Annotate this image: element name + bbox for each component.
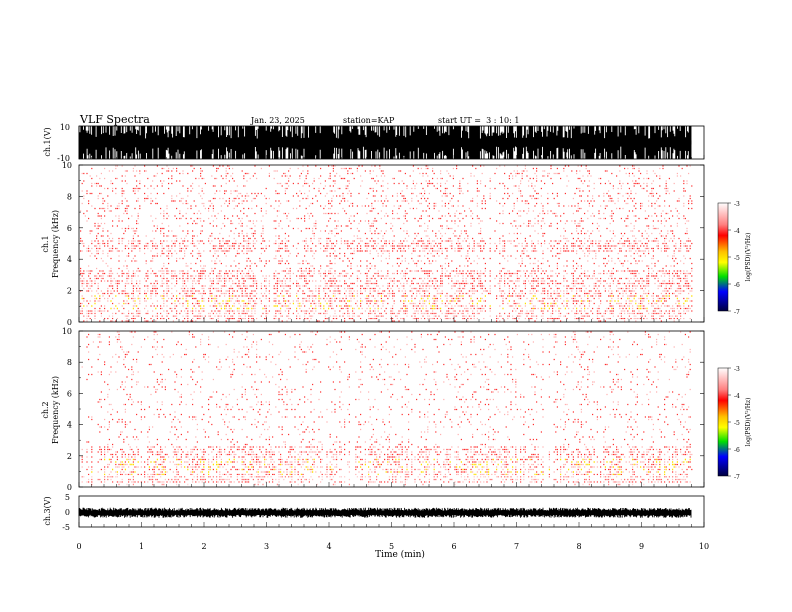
ch2-colorbar-tick-label: -6 [734,447,740,454]
ch1-colorbar-ticks: -3 -4 -5 -6 -7 [728,201,740,316]
ch2-spectro-ytick-label: 2 [67,452,72,461]
ch2-colorbar [717,367,729,477]
station-label: station=KAP [343,116,395,125]
ch1-colorbar-tick-label: -7 [734,309,740,316]
ch3-waveform-panel: 5 0 -5 ch.3(V) 0 1 2 3 4 5 6 7 8 9 10 Time (min) [43,155,709,560]
ch1-colorbar-tick-label: -4 [734,228,740,235]
ch2-spectrogram-image [79,331,693,486]
ch1-colorbar-tick-label: -5 [734,255,740,262]
x-tick-label: 3 [264,542,269,551]
ch2-spectro-ytick-label: 6 [67,389,72,398]
ch1-colorbar-tick-label: -6 [734,282,740,289]
ch2-spectro-mid [81,331,693,486]
ch2-colorbar-tick-label: -5 [734,420,740,427]
ch1-yticks: 0 2 4 6 8 10 [62,161,705,327]
ch3-ylabel: ch.3(V) [43,496,52,525]
ch3-ytick-bottom: -5 [62,523,70,532]
start-time-label: start UT = 3 : 10: 1 [438,116,519,125]
ch1-ylabel: ch.1(V) [43,127,52,156]
ch1-ytick-top: 10 [60,123,70,132]
ch1-spectrogram-image [79,165,693,322]
ch2-spectro-ytick-label: 0 [67,483,72,492]
ch1-spectro-strong [81,295,693,310]
ch2-spectro-strong [91,458,691,476]
ch2-spectro-ytick-label: 8 [67,358,72,367]
x-tick-label: 10 [699,542,709,551]
x-axis-label: Time (min) [375,549,425,560]
x-tick-label: 2 [201,542,206,551]
ch3-waveform-line [78,507,692,518]
x-tick-label: 4 [326,542,331,551]
ch1-spectro-weak [80,165,693,322]
ch1-colorbar [717,202,729,312]
x-tick-label: 8 [576,542,581,551]
ch1-spectro-ytick-label: 2 [67,287,72,296]
ch1-colorbar-tick-label: -3 [734,201,740,208]
ch2-spectro-ytick-label: 4 [67,421,72,430]
x-tick-label: 9 [639,542,644,551]
ch1-waveform-panel: 10 -10 ch.1(V) [43,123,705,163]
ch1-spectro-ytick-label: 0 [67,318,72,327]
x-tick-label: 1 [139,542,144,551]
ch1-spectro-ylabel-freq: Frequency (kHz) [51,210,60,278]
ch2-colorbar-ticks: -3 -4 -5 -6 -7 [728,366,740,481]
ch2-colorbar-tick-label: -4 [734,393,740,400]
figure-title: VLF Spectra [79,113,150,126]
x-tick-label: 5 [389,542,394,551]
date-label: Jan. 23, 2025 [250,116,305,125]
ch1-spectro-ytick-label: 10 [62,161,72,170]
ch1-spectro-ytick-label: 8 [67,192,72,201]
ch1-spectro-ytick-label: 4 [67,255,72,264]
time-axis-ticks: 0 1 2 3 4 5 6 7 8 9 10 [76,155,709,551]
ch1-ytick-bottom: -10 [57,154,70,163]
ch1-spectro-ytick-label: 6 [67,224,72,233]
ch1-waveform-line [78,126,692,159]
x-tick-label: 0 [76,542,81,551]
ch3-waveform-trace [78,507,692,518]
ch2-yticks: 0 2 4 6 8 10 [62,327,705,492]
ch2-spectro-ylabel-channel: ch.2 [41,401,50,418]
ch3-ytick-mid: 0 [65,508,70,517]
ch1-waveform-trace [78,126,692,159]
ch2-colorbar-label: log(PSD)(V²/Hz) [745,398,752,447]
ch1-colorbar-label: log(PSD)(V²/Hz) [745,233,752,282]
x-tick-label: 6 [451,542,456,551]
x-tick-label: 7 [514,542,519,551]
ch2-spectro-ytick-label: 10 [62,327,72,336]
ch1-spectro-mid [80,165,693,322]
ch1-spectrogram-frame [78,164,705,323]
ch3-ytick-top: 5 [65,493,70,502]
ch1-spectro-ylabel-channel: ch.1 [41,235,50,252]
ch2-colorbar-tick-label: -3 [734,366,740,373]
ch2-colorbar-tick-label: -7 [734,474,740,481]
ch2-spectro-ylabel-freq: Frequency (kHz) [51,376,60,444]
